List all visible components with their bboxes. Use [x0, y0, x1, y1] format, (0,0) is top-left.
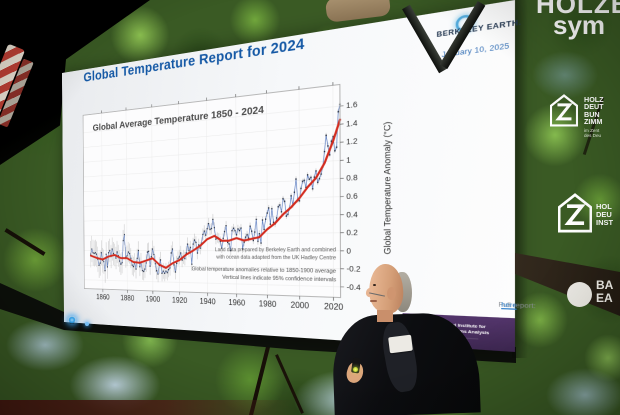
svg-text:Global Temperature Anomaly (°C: Global Temperature Anomaly (°C)	[383, 121, 394, 254]
speaker-neck	[377, 310, 393, 322]
svg-text:1960: 1960	[229, 299, 246, 309]
svg-text:International Institute for: International Institute for	[427, 321, 487, 330]
svg-text:with ocean data adapted from t: with ocean data adapted from the UK Hadl…	[216, 254, 337, 261]
svg-text:1920: 1920	[172, 296, 188, 305]
speaker	[325, 260, 485, 415]
remote-light	[353, 367, 358, 372]
blue-led-light	[68, 316, 76, 324]
holzbau-deutschland-logo-subtext: im Zent des Deu	[584, 128, 602, 139]
holzbau-deutschland-logo-text: HOLZ DEUT BUN ZIMM	[584, 95, 604, 127]
holzbau-deutschland-logo-icon	[549, 94, 579, 132]
svg-text:1880: 1880	[120, 294, 135, 303]
svg-text:0: 0	[346, 248, 351, 256]
svg-text:0.4: 0.4	[346, 211, 357, 220]
blue-led-light	[85, 322, 89, 326]
svg-text:Land data prepared by Berkeley: Land data prepared by Berkeley Earth and…	[215, 246, 336, 253]
svg-text:0.6: 0.6	[346, 193, 357, 202]
svg-text:1940: 1940	[200, 297, 217, 306]
svg-text:Global Average Temperature 185: Global Average Temperature 1850 - 2024	[93, 104, 265, 134]
svg-text:1900: 1900	[146, 295, 161, 304]
svg-text:1980: 1980	[259, 300, 277, 310]
berkeley-earth-wordmark: BERKELEY EARTH.	[436, 18, 522, 40]
svg-text:2000: 2000	[291, 301, 310, 311]
circle-logo-icon	[567, 282, 592, 307]
circle-logo-text: BA EA	[596, 278, 614, 306]
svg-text:1860: 1860	[96, 293, 110, 302]
svg-text:Global temperature anomalies r: Global temperature anomalies relative to…	[192, 265, 337, 274]
svg-text:1.2: 1.2	[346, 138, 357, 147]
svg-text:1.4: 1.4	[346, 120, 357, 129]
stage-floor-edge	[0, 400, 300, 415]
full-report-link[interactable]: here	[501, 302, 517, 310]
holzbau-institut-logo-text: HOL DEU INST	[596, 202, 614, 228]
svg-text:Vertical lines indicate 95% co: Vertical lines indicate 95% confidence i…	[222, 274, 336, 283]
speaker-mouth	[370, 300, 377, 302]
holzbau-institut-logo-icon	[557, 193, 593, 238]
svg-text:1.6: 1.6	[346, 101, 357, 111]
svg-text:0.2: 0.2	[346, 230, 357, 238]
symposium-wordmark: HOLZB sym	[536, 0, 620, 38]
speaker-ear	[387, 287, 396, 300]
symposium-wordmark-line1: HOLZB	[536, 0, 620, 19]
svg-text:1: 1	[346, 157, 351, 166]
symposium-wordmark-line2: sym	[553, 9, 606, 40]
speaker-eye	[373, 284, 376, 286]
name-badge	[388, 334, 413, 354]
svg-text:0.8: 0.8	[346, 175, 357, 184]
